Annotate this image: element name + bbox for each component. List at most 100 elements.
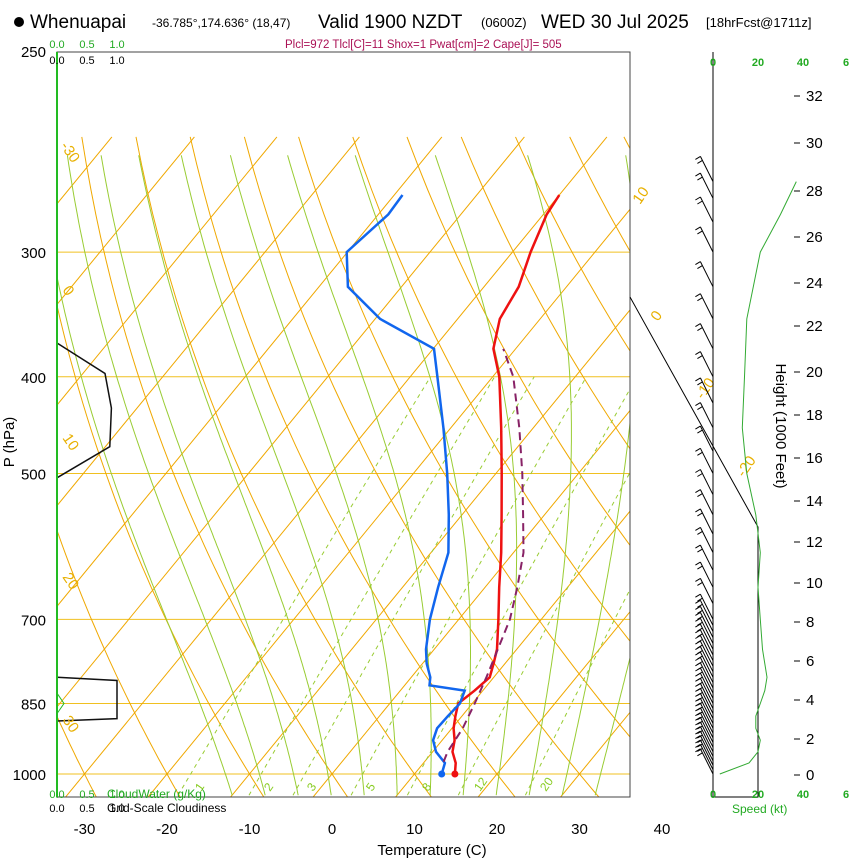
wind-barb (695, 155, 714, 182)
pressure-axis: 1000 850 700 500 400 300 250 (13, 44, 46, 784)
station-coords: -36.785°,174.636° (18,47) (152, 16, 290, 30)
wind-barb (695, 561, 714, 588)
wind-barb (695, 617, 714, 644)
wind-barb (695, 716, 714, 743)
wind-barb (695, 226, 714, 253)
moist-adiabat-line (66, 155, 266, 796)
cloud-cover-profile (56, 342, 118, 722)
moist-adiabat-line (57, 274, 233, 796)
pressure-tick-label: 300 (21, 245, 46, 262)
isotherm-label: 10 (59, 431, 82, 454)
upper-cloud-line (56, 342, 113, 479)
background-lines (57, 136, 630, 797)
stability-indices: Plcl=972 Tlcl[C]=11 Shox=1 Pwat[cm]=2 Ca… (285, 39, 562, 51)
wind-barb (695, 402, 714, 429)
wind-barb (695, 447, 714, 474)
temperature-tick-label: -20 (156, 821, 178, 838)
cloud-tick-label: 0.0 (49, 39, 64, 51)
height-tick-label: 10 (806, 575, 823, 592)
isotherm-line (147, 208, 630, 797)
wind-barbs (695, 155, 714, 775)
height-tick-label: 32 (806, 88, 823, 105)
moist-adiabat-line (180, 155, 365, 796)
mixing-ratio-line (292, 376, 535, 796)
wind-barb (695, 351, 714, 378)
surface-dewpoint-point (438, 770, 446, 778)
height-tick-label: 24 (806, 275, 823, 292)
isotherm-label: 20 (59, 570, 82, 593)
height-axis-label: Height (1000 Feet) (772, 363, 789, 488)
utc-time: (0600Z) (481, 15, 527, 30)
plot-area (57, 52, 630, 797)
wind-barb (695, 526, 714, 553)
wind-barb (695, 735, 714, 762)
height-tick-label: 28 (806, 183, 823, 200)
wind-barb (695, 489, 714, 516)
isotherm-label: 10 (629, 184, 652, 207)
wind-barb (695, 293, 714, 320)
mixing-ratio-line (248, 376, 496, 796)
moist-adiabat-line (287, 155, 432, 796)
temperature-tick-label: 10 (406, 821, 423, 838)
dry-adiabat-line (243, 136, 600, 797)
speed-axis-label: Speed (kt) (732, 802, 787, 816)
dry-adiabat-line (189, 136, 516, 797)
height-tick-label: 12 (806, 534, 823, 551)
temperature-tick-label: 30 (571, 821, 588, 838)
dry-adiabat-line (135, 136, 432, 797)
cloud-tick-label: 0.0 (49, 803, 64, 815)
moist-adiabat-line (100, 155, 299, 796)
wind-barb (695, 577, 714, 604)
wind-barb (695, 623, 714, 650)
wind-barb (695, 261, 714, 288)
wind-barb (695, 196, 714, 223)
isotherm-line (57, 136, 278, 406)
wind-barb (695, 739, 714, 766)
height-tick-label: 14 (806, 493, 823, 510)
height-tick-label: 4 (806, 692, 814, 709)
pressure-tick-label: 250 (21, 44, 46, 61)
wind-speed-line (719, 181, 797, 775)
wind-barb (695, 593, 714, 620)
wind-barb (695, 748, 714, 775)
cloudwater-label: CloudWater (g/Kg) (107, 787, 206, 801)
speed-tick-label: 0 (710, 57, 716, 69)
forecast-info: [18hrFcst@1711z] (706, 15, 811, 30)
cloud-tick-label: 1.0 (109, 803, 124, 815)
dry-adiabat-line (57, 528, 181, 797)
dewpoint-profile-line (345, 194, 467, 775)
height-tick-label: 22 (806, 318, 823, 335)
valid-time: Valid 1900 NZDT (318, 12, 463, 33)
pressure-tick-label: 500 (21, 467, 46, 484)
y-axis-label: P (hPa) (1, 417, 18, 468)
cloud-tick-label: 0.5 (79, 803, 94, 815)
dry-adiabat-line (57, 303, 265, 797)
speed-tick-label: 20 (752, 789, 764, 801)
moist-adiabat-line (229, 155, 398, 796)
height-tick-label: 30 (806, 135, 823, 152)
mixing-ratio-line (350, 376, 587, 796)
temperature-tick-label: -30 (74, 821, 96, 838)
height-tick-label: 20 (806, 364, 823, 381)
x-axis-label: Temperature (C) (377, 842, 486, 859)
wind-barb (695, 730, 714, 757)
speed-tick-label: 20 (752, 57, 764, 69)
isotherm-line (394, 510, 630, 797)
wind-barb (695, 469, 714, 495)
temperature-axis: -30 -20 -10 0 10 20 30 40 (74, 821, 671, 838)
dry-adiabat-line (352, 136, 630, 643)
parcel-profile-line (442, 348, 525, 763)
speed-tick-label: 6 (843, 789, 849, 801)
cloud-tick-label: 0.5 (79, 789, 94, 801)
cloud-tick-label: 0.0 (49, 789, 64, 801)
isotherm-line (57, 136, 360, 507)
wind-barb (695, 508, 714, 535)
speed-tick-label: 40 (797, 789, 809, 801)
isotherm-line (477, 610, 630, 797)
pressure-tick-label: 850 (21, 697, 46, 714)
pressure-tick-label: 1000 (13, 767, 46, 784)
station-dot (14, 17, 24, 27)
height-tick-label: 18 (806, 407, 823, 424)
